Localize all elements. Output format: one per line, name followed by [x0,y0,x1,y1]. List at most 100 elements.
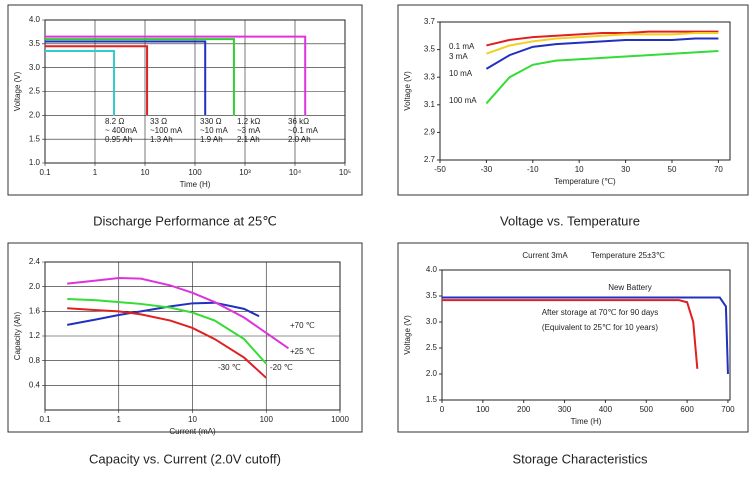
x-tick-label: 10 [188,415,197,424]
annotation: ~3 mA [237,126,261,135]
y-tick-label: 4.0 [426,265,438,274]
x-tick-label: 30 [621,165,630,174]
x-tick-label: 10 [141,168,150,177]
x-axis-label: Current (mA) [169,427,216,436]
annotation: New Battery [608,283,652,292]
series-line [45,40,207,116]
x-tick-label: 0.1 [39,168,51,177]
series-line [67,298,267,365]
annotation: 1.2 kΩ [237,117,260,126]
annotation: 330 Ω [200,117,222,126]
series-line [486,32,719,55]
x-tick-label: 300 [558,405,572,414]
x-tick-label: 400 [599,405,613,414]
annotation: (Equivalent to 25℃ for 10 years) [542,323,658,332]
x-tick-label: 100 [188,168,202,177]
series-line [67,301,260,326]
y-tick-label: 1.5 [426,395,438,404]
x-axis-label: Time (H) [571,417,602,426]
plot-frame [44,261,341,411]
y-axis-label: Capacity (Ah) [13,311,22,360]
x-tick-label: 10³ [239,168,251,177]
annotation: 2.1 Ah [237,135,260,144]
annotation: 1.9 Ah [200,135,223,144]
series-label: 3 mA [449,52,468,61]
y-tick-label: 3.7 [424,17,436,26]
annotation: ~0.1 mA [288,126,319,135]
series-line [45,45,149,116]
y-tick-label: 3.5 [426,291,438,300]
x-tick-label: 1 [117,415,122,424]
annotation: 2.0 Ah [288,135,311,144]
y-tick-label: 2.0 [426,369,438,378]
y-tick-label: 1.6 [29,306,41,315]
series-line [45,49,116,116]
series-line [45,38,235,116]
y-tick-label: 2.0 [29,110,41,119]
annotation: 33 Ω [150,117,167,126]
x-tick-label: 200 [517,405,531,414]
panel-caption: Capacity vs. Current (2.0V cutoff) [89,451,281,466]
panel-frame [397,4,749,196]
annotation: ~ 400mA [105,126,138,135]
series-line [67,277,290,350]
y-axis-label: Voltage (V) [13,71,22,111]
series-line [67,307,267,379]
series-label: +70 ℃ [290,321,315,330]
plot-frame [44,19,346,164]
y-tick-label: 4.0 [29,15,41,24]
x-tick-label: 10 [575,165,584,174]
plot-frame [439,21,731,161]
x-tick-label: -10 [527,165,539,174]
panel-frame [397,242,749,433]
x-axis-label: Temperature (℃) [554,177,616,186]
series-line [485,49,719,105]
y-tick-label: 1.0 [29,158,41,167]
y-tick-label: 1.2 [29,331,41,340]
plot-frame [441,269,731,401]
x-tick-label: 70 [714,165,723,174]
series-line [442,299,699,369]
x-tick-label: 50 [668,165,677,174]
series-line [485,37,719,70]
y-tick-label: 3.3 [424,72,436,81]
x-tick-label: 0 [440,405,445,414]
y-tick-label: 3.5 [29,39,41,48]
y-tick-label: 2.5 [29,87,41,96]
x-tick-label: 100 [260,415,274,424]
y-tick-label: 2.7 [424,155,436,164]
x-tick-label: -50 [434,165,446,174]
y-tick-label: 2.0 [29,282,41,291]
y-tick-label: 0.4 [29,380,41,389]
series-line [486,30,719,47]
x-tick-label: 700 [721,405,735,414]
series-label: -20 ℃ [270,363,293,372]
series-line [45,35,307,116]
y-tick-label: 3.0 [426,317,438,326]
series-line [442,296,729,375]
panel-caption: Discharge Performance at 25℃ [93,213,277,228]
annotation: After storage at 70℃ for 90 days [542,308,659,317]
y-tick-label: 3.1 [424,100,436,109]
annotation: ~10 mA [200,126,228,135]
y-tick-label: 2.5 [426,343,438,352]
series-label: 10 mA [449,69,473,78]
y-axis-label: Voltage (V) [403,71,412,111]
x-tick-label: -30 [481,165,493,174]
series-label: 0.1 mA [449,42,475,51]
panel-frame [7,242,363,433]
y-axis-label: Voltage (V) [403,315,412,355]
x-tick-label: 10⁴ [289,168,302,177]
annotation: 8.2 Ω [105,117,124,126]
annotation: 36 kΩ [288,117,309,126]
x-tick-label: 10⁵ [339,168,351,177]
y-tick-label: 2.4 [29,257,41,266]
annotation: 0.95 Ah [105,135,132,144]
x-tick-label: 1000 [331,415,349,424]
y-tick-label: 2.9 [424,128,436,137]
x-tick-label: 500 [640,405,654,414]
series-label: -30 ℃ [218,363,241,372]
y-tick-label: 3.0 [29,63,41,72]
series-label: 100 mA [449,96,477,105]
